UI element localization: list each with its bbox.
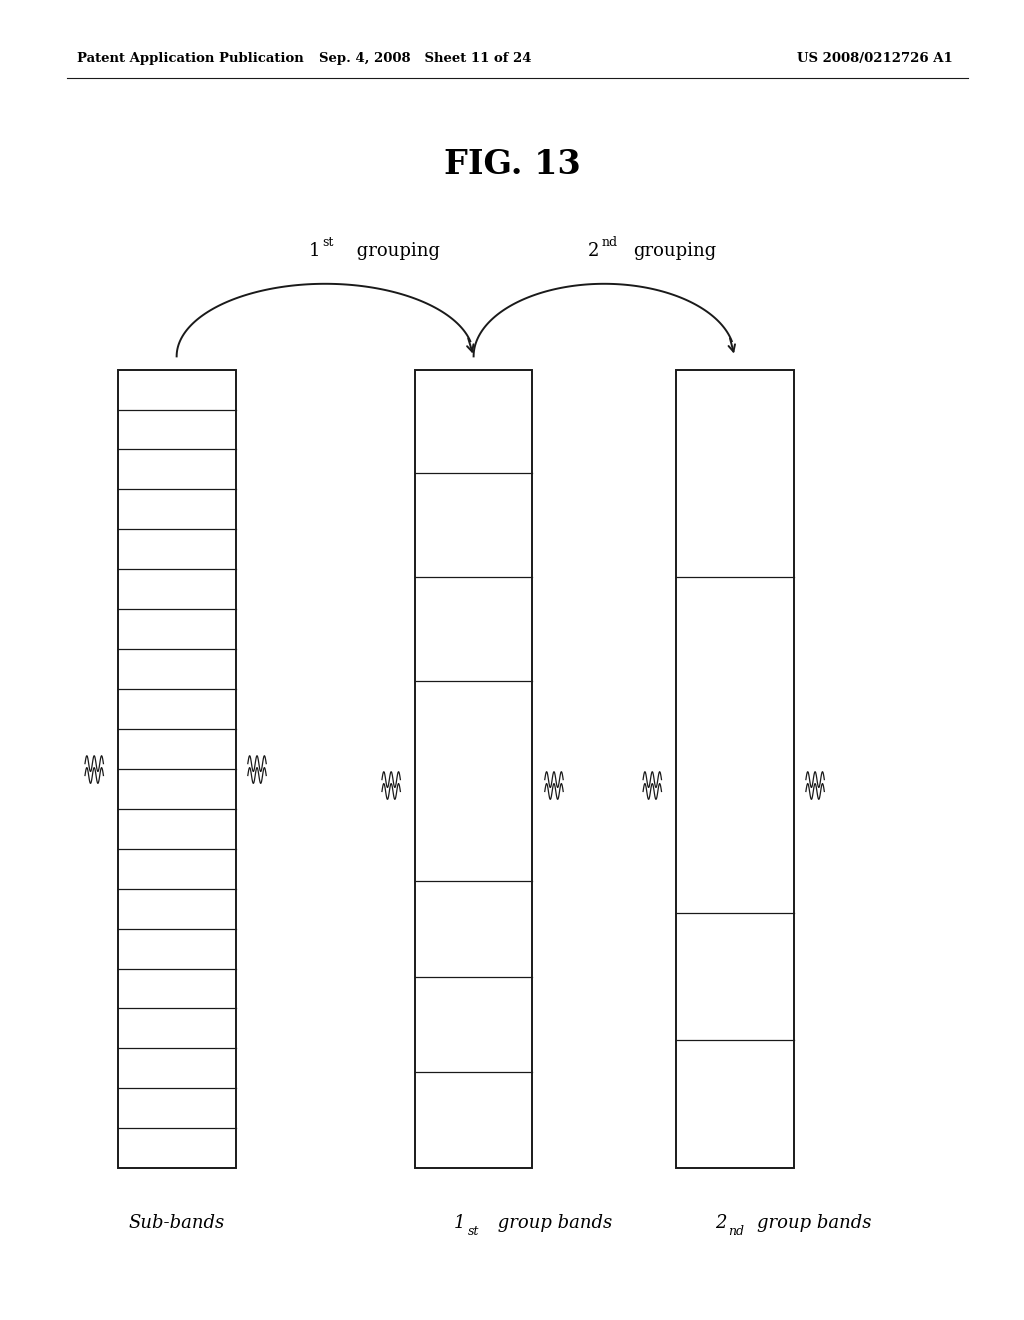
Text: 2: 2 <box>715 1214 727 1233</box>
Text: group bands: group bands <box>493 1214 612 1233</box>
Text: grouping: grouping <box>350 242 439 260</box>
Bar <box>415 370 532 1168</box>
Bar <box>676 370 794 1168</box>
Text: FIG. 13: FIG. 13 <box>443 149 581 181</box>
Text: grouping: grouping <box>633 242 716 260</box>
Bar <box>118 370 236 1168</box>
Text: Sep. 4, 2008   Sheet 11 of 24: Sep. 4, 2008 Sheet 11 of 24 <box>318 51 531 65</box>
Text: nd: nd <box>729 1225 744 1238</box>
Text: Patent Application Publication: Patent Application Publication <box>77 51 303 65</box>
Text: 2: 2 <box>588 242 599 260</box>
Text: US 2008/0212726 A1: US 2008/0212726 A1 <box>797 51 952 65</box>
Text: st: st <box>467 1225 479 1238</box>
Text: 1: 1 <box>308 242 319 260</box>
Text: nd: nd <box>601 236 617 249</box>
Text: 1: 1 <box>454 1214 465 1233</box>
Text: group bands: group bands <box>758 1214 871 1233</box>
Text: Sub-bands: Sub-bands <box>129 1214 224 1233</box>
Text: st: st <box>322 236 334 249</box>
